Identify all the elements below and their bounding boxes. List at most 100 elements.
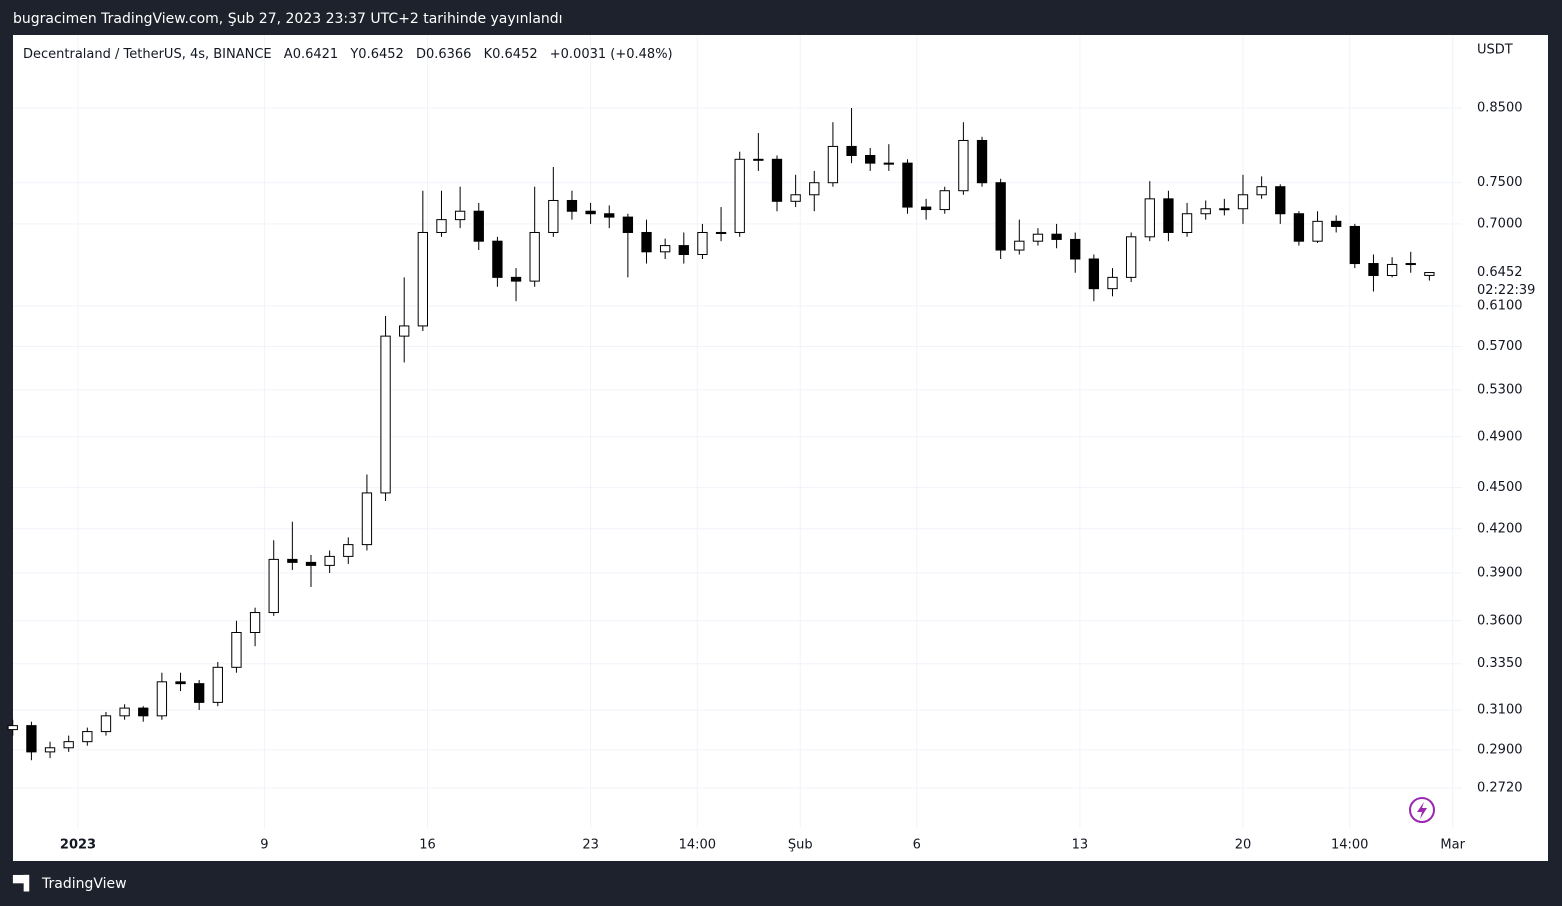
candle-body [1163, 198, 1174, 233]
candle-body [1032, 233, 1044, 242]
ohlc-label: K [484, 47, 493, 62]
ohlc-value: 0.6421 [293, 47, 339, 62]
candle-body [1237, 194, 1249, 210]
candle-body [63, 741, 74, 749]
candle-body [1200, 208, 1211, 215]
candle-body [156, 681, 168, 717]
candle-body [548, 199, 559, 233]
y-tick-label: 0.4900 [1477, 429, 1523, 444]
candle-body [1125, 236, 1137, 278]
candle-body [1312, 220, 1323, 242]
candle-body [1349, 225, 1360, 265]
candle-body [231, 631, 242, 668]
y-tick-label: 0.4500 [1477, 480, 1523, 495]
candle-body [1331, 220, 1342, 227]
candle-body [119, 707, 130, 717]
ohlc-value: 0.6452 [492, 47, 538, 62]
replay-icon[interactable] [1409, 797, 1435, 823]
candle-body [604, 213, 615, 218]
candle-body [1107, 276, 1118, 290]
x-tick-label: 2023 [60, 838, 96, 853]
candle-body [510, 276, 522, 282]
candle-body [212, 666, 223, 703]
candle-body [678, 245, 689, 256]
y-tick-label: 0.8500 [1477, 101, 1523, 116]
candle-body [44, 747, 56, 753]
y-tick-label: 0.3100 [1477, 703, 1523, 718]
brand-logo: ▀▌ [12, 874, 35, 892]
candle-body [920, 206, 932, 211]
candle-body [1368, 263, 1379, 277]
y-tick-label: 0.4200 [1477, 521, 1523, 536]
legend: Decentraland / TetherUS, 4s, BINANCE A0.… [23, 47, 673, 62]
candle-body [1144, 198, 1155, 238]
x-tick-label: 9 [260, 838, 268, 853]
y-tick-label: 0.5300 [1477, 382, 1523, 397]
candle-body [1275, 186, 1286, 215]
candle-body [865, 154, 876, 164]
candle-body [958, 139, 969, 192]
y-tick-label: 0.7500 [1477, 175, 1523, 190]
y-tick-label: 0.2720 [1477, 781, 1523, 796]
y-tick-label: 0.2900 [1477, 742, 1523, 757]
x-tick-label: 16 [419, 838, 436, 853]
candle-body [343, 544, 354, 557]
y-tick-label: 0.6100 [1477, 299, 1523, 314]
candle-body [753, 158, 764, 161]
y-tick-label: 0.3900 [1477, 566, 1523, 581]
candle-body [902, 162, 913, 208]
candle-body [697, 231, 708, 256]
candle-body [585, 210, 596, 215]
candle-body [734, 158, 745, 233]
candle-body [138, 707, 149, 717]
current-price-label: 0.6452 [1477, 265, 1523, 280]
candle-body [659, 245, 671, 253]
candle-body [715, 231, 727, 234]
candle-body [1070, 238, 1081, 260]
x-tick-label: 6 [913, 838, 921, 853]
candle-body [82, 731, 93, 743]
candle-body [287, 558, 298, 563]
x-tick-label: 14:00 [1331, 838, 1368, 853]
candle-body [194, 683, 205, 703]
candle-body [1051, 233, 1062, 240]
candle-body [1424, 272, 1435, 276]
ohlc-label: D [416, 47, 426, 62]
candle-body [417, 231, 428, 327]
x-tick-label: 14:00 [679, 838, 716, 853]
y-tick-label: 0.3350 [1477, 656, 1523, 671]
candle-body [995, 182, 1006, 251]
candle-body [976, 139, 988, 184]
candle-body [1256, 186, 1267, 196]
ohlc-label: Y [349, 47, 358, 62]
candle-body [492, 240, 503, 278]
candle-body [305, 561, 317, 566]
y-tick-label: 0.3600 [1477, 613, 1523, 628]
change: +0.0031 (+0.48%) [550, 47, 673, 62]
candle-body [529, 231, 540, 282]
ohlc-label: A [284, 47, 293, 62]
candle-body [827, 145, 839, 184]
x-tick-label: 20 [1235, 838, 1252, 853]
header-text: bugracimen TradingView.com, Şub 27, 2023… [13, 11, 563, 27]
y-tick-label: 0.5700 [1477, 339, 1523, 354]
candle-body [249, 612, 261, 633]
candle-body [641, 231, 652, 253]
candle-body [268, 558, 279, 614]
candle-body [1386, 263, 1398, 277]
candle-body [1293, 213, 1305, 242]
ohlc-value: 0.6452 [358, 47, 404, 62]
candle-body [175, 681, 186, 685]
ohlc-value: 0.6366 [426, 47, 472, 62]
candle-body [454, 210, 466, 221]
candle-body [399, 325, 410, 337]
candle-body [809, 182, 820, 196]
candle-body [1088, 258, 1100, 290]
candle-body [100, 715, 112, 733]
candle-body [939, 190, 950, 211]
x-tick-label: 13 [1072, 838, 1089, 853]
candle-body [7, 725, 18, 731]
unit-label: USDT [1477, 43, 1513, 58]
